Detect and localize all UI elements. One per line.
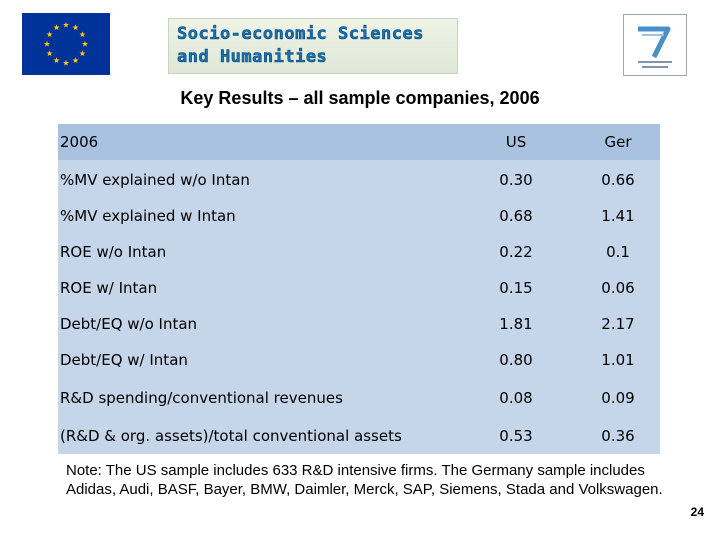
- row-ger-value: 1.41: [601, 207, 635, 225]
- eu-star-icon: [79, 50, 86, 57]
- row-label: Debt/EQ w/ Intan: [60, 351, 188, 369]
- row-label: (R&D & org. assets)/total conventional a…: [60, 427, 402, 445]
- eu-star-icon: [53, 24, 60, 31]
- banner-line-2: and Humanities: [177, 47, 328, 68]
- row-us-value: 0.53: [499, 427, 533, 445]
- banner-line-1: Socio-economic Sciences: [177, 24, 424, 45]
- table-row: Debt/EQ w/ Intan 0.80 1.01: [58, 342, 660, 378]
- row-us-value: 0.22: [499, 243, 533, 261]
- eu-star-icon: [62, 59, 70, 66]
- header-year: 2006: [60, 133, 99, 151]
- row-label: %MV explained w/o Intan: [60, 171, 250, 189]
- row-ger-value: 0.06: [601, 279, 635, 297]
- row-us-value: 0.68: [499, 207, 533, 225]
- page-number: 24: [690, 505, 704, 519]
- row-us-value: 1.81: [499, 315, 533, 333]
- table-row: %MV explained w/o Intan 0.30 0.66: [58, 162, 660, 198]
- row-label: Debt/EQ w/o Intan: [60, 315, 198, 333]
- header-us: US: [505, 133, 527, 151]
- ssh-banner-logo: Socio-economic Sciences and Humanities: [168, 18, 458, 74]
- eu-flag-logo: [22, 13, 110, 75]
- row-label: ROE w/ Intan: [60, 279, 158, 297]
- table-row: (R&D & org. assets)/total conventional a…: [58, 418, 660, 454]
- eu-star-icon: [62, 21, 70, 28]
- row-ger-value: 0.36: [601, 427, 635, 445]
- row-label: R&D spending/conventional revenues: [60, 389, 343, 407]
- row-us-value: 0.80: [499, 351, 533, 369]
- eu-star-icon: [72, 24, 79, 31]
- eu-star-icon: [43, 40, 51, 47]
- eu-star-icon: [72, 57, 79, 64]
- row-label: %MV explained w Intan: [60, 207, 236, 225]
- eu-star-icon: [79, 31, 86, 38]
- table-row: R&D spending/conventional revenues 0.08 …: [58, 380, 660, 416]
- row-us-value: 0.30: [499, 171, 533, 189]
- eu-star-icon: [46, 31, 53, 38]
- row-ger-value: 0.1: [606, 243, 630, 261]
- results-table: 2006 US Ger %MV explained w/o Intan 0.30…: [58, 124, 660, 454]
- header-ger: Ger: [604, 133, 632, 151]
- table-row: Debt/EQ w/o Intan 1.81 2.17: [58, 306, 660, 342]
- eu-stars-icon: [43, 21, 89, 66]
- row-ger-value: 0.09: [601, 389, 635, 407]
- slide-title: Key Results – all sample companies, 2006: [180, 88, 540, 108]
- table-row: %MV explained w Intan 0.68 1.41: [58, 198, 660, 234]
- footnote: Note: The US sample includes 633 R&D int…: [66, 462, 663, 498]
- row-ger-value: 1.01: [601, 351, 635, 369]
- table-header-row: 2006 US Ger: [58, 124, 660, 160]
- eu-star-icon: [81, 40, 89, 47]
- row-ger-value: 0.66: [601, 171, 635, 189]
- eu-star-icon: [53, 57, 60, 64]
- row-label: ROE w/o Intan: [60, 243, 167, 261]
- table-row: ROE w/o Intan 0.22 0.1: [58, 234, 660, 270]
- fp7-seven-icon: [638, 26, 672, 68]
- fp7-logo: [623, 14, 687, 76]
- table-row: ROE w/ Intan 0.15 0.06: [58, 270, 660, 306]
- eu-star-icon: [46, 50, 53, 57]
- row-ger-value: 2.17: [601, 315, 635, 333]
- row-us-value: 0.08: [499, 389, 533, 407]
- row-us-value: 0.15: [499, 279, 533, 297]
